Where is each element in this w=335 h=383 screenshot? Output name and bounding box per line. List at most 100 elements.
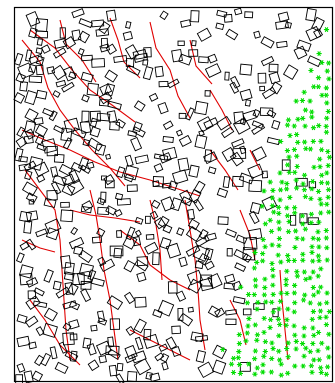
building-280 [162, 224, 173, 234]
vegetation-star-marker-82 [308, 196, 314, 202]
building-385 [171, 325, 181, 335]
building-234 [248, 179, 263, 193]
vegetation-star-marker-48 [317, 156, 323, 162]
vegetation-star-marker-17 [324, 100, 330, 106]
building-315 [197, 252, 210, 266]
building-64 [178, 53, 193, 66]
building-211 [36, 174, 46, 183]
building-25 [77, 30, 91, 44]
building-93 [61, 81, 75, 93]
building-151 [53, 124, 65, 135]
building-146 [251, 120, 264, 129]
building-138 [115, 118, 126, 129]
building-300 [113, 247, 123, 259]
vegetation-star-marker-274 [285, 370, 291, 376]
building-369 [214, 307, 226, 318]
vegetation-star-marker-52 [311, 164, 317, 170]
building-410 [98, 355, 107, 364]
building-329 [63, 271, 75, 282]
building-53 [188, 49, 199, 57]
building-116 [194, 100, 209, 116]
building-343 [90, 277, 105, 287]
vegetation-star-marker-266 [318, 365, 324, 371]
vegetation-star-marker-151 [318, 266, 324, 272]
vegetation-star-marker-165 [292, 282, 298, 288]
building-424 [197, 361, 215, 379]
building-371 [16, 313, 28, 324]
vegetation-star-marker-115 [276, 236, 282, 242]
building-45 [52, 47, 67, 59]
vegetation-star-marker-120 [323, 235, 329, 241]
building-208 [207, 166, 217, 175]
building-260 [105, 205, 117, 216]
vegetation-star-marker-79 [277, 197, 283, 203]
building-259 [97, 206, 110, 216]
building-388 [69, 333, 78, 341]
vegetation-star-marker-155 [283, 277, 289, 283]
vegetation-star-marker-61 [267, 179, 273, 185]
vegetation-star-marker-219 [292, 332, 298, 338]
building-262 [149, 210, 159, 220]
building-128 [242, 109, 257, 122]
building-7 [233, 7, 243, 16]
building-59 [91, 58, 106, 68]
vegetation-star-marker-245 [325, 345, 331, 351]
vegetation-star-marker-223 [326, 331, 332, 337]
building-110 [239, 88, 253, 101]
vegetation-star-marker-112 [315, 229, 321, 235]
building-346 [199, 277, 214, 292]
vegetation-star-marker-172 [278, 290, 284, 296]
vegetation-star-marker-70 [270, 187, 276, 193]
vegetation-star-marker-189 [254, 306, 260, 312]
vegetation-star-marker-235 [236, 349, 242, 355]
vegetation-star-marker-187 [317, 301, 323, 307]
vegetation-star-marker-241 [293, 346, 299, 352]
building-352 [80, 288, 92, 303]
road-10 [149, 199, 163, 281]
vegetation-star-marker-113 [323, 228, 329, 234]
vegetation-star-marker-53 [317, 164, 323, 170]
building-257 [60, 209, 74, 223]
vegetation-star-marker-105 [308, 220, 314, 226]
vegetation-star-marker-183 [277, 298, 284, 304]
building-229 [126, 184, 138, 192]
building-207 [188, 164, 200, 178]
building-24 [71, 29, 82, 42]
vegetation-star-marker-197 [246, 316, 252, 322]
building-421 [116, 362, 124, 372]
building-52 [171, 49, 183, 63]
building-252 [192, 198, 204, 212]
vegetation-star-marker-122 [269, 242, 275, 248]
vegetation-star-marker-275 [309, 369, 315, 375]
building-42 [25, 49, 33, 62]
building-214 [68, 169, 81, 185]
building-362 [232, 296, 246, 305]
building-295 [235, 234, 248, 245]
building-85 [80, 71, 94, 83]
vegetation-star-marker-10 [323, 85, 329, 91]
building-158 [198, 129, 205, 137]
building-49 [124, 44, 140, 60]
building-177 [94, 143, 107, 156]
building-326 [234, 262, 247, 272]
building-5 [216, 9, 228, 18]
vegetation-star-marker-130 [275, 252, 281, 258]
building-251 [180, 196, 193, 207]
vegetation-star-marker-202 [309, 316, 315, 322]
vegetation-star-marker-265 [308, 363, 314, 369]
vegetation-star-marker-63 [284, 181, 290, 187]
building-95 [99, 83, 113, 96]
vegetation-star-marker-12 [319, 92, 325, 98]
vegetation-star-marker-26 [284, 122, 291, 128]
building-345 [187, 278, 203, 294]
vegetation-star-marker-229 [285, 340, 291, 346]
vegetation-star-marker-73 [294, 185, 300, 191]
building-380 [42, 322, 58, 338]
building-98 [167, 78, 180, 89]
building-38 [191, 40, 197, 47]
building-220 [222, 175, 231, 189]
vegetation-star-marker-160 [238, 284, 244, 290]
building-395 [194, 334, 209, 342]
road-21 [249, 149, 261, 171]
